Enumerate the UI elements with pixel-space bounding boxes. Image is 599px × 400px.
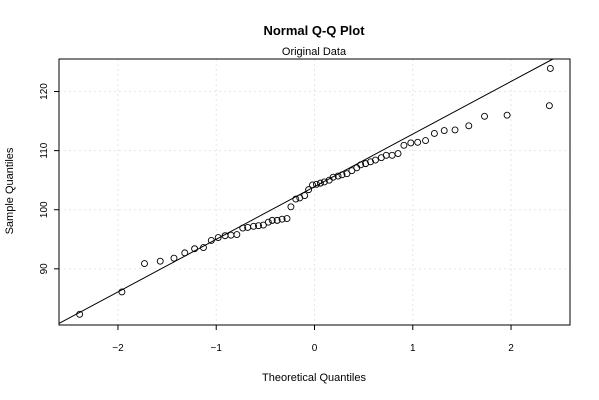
data-point xyxy=(264,218,272,226)
data-point xyxy=(367,158,374,166)
data-point xyxy=(292,195,300,203)
data-point xyxy=(76,310,84,318)
data-point xyxy=(414,138,422,146)
x-tick-label: 0 xyxy=(312,343,318,354)
data-point xyxy=(207,237,215,244)
x-tick-label: −2 xyxy=(112,343,124,354)
x-tick-label: 2 xyxy=(508,343,514,354)
data-point xyxy=(338,171,346,179)
chart-subtitle: Original Data xyxy=(282,46,347,58)
data-point xyxy=(481,112,488,120)
data-point xyxy=(273,216,281,224)
data-point xyxy=(191,245,199,253)
data-point xyxy=(357,161,365,169)
data-point xyxy=(118,288,126,296)
data-point xyxy=(334,172,342,180)
data-point xyxy=(200,244,207,252)
data-point xyxy=(156,257,164,265)
data-point xyxy=(320,178,328,186)
data-point xyxy=(440,127,448,134)
data-point xyxy=(283,215,291,223)
points-group xyxy=(76,65,554,318)
data-point xyxy=(305,186,313,194)
data-point xyxy=(259,221,267,229)
data-point xyxy=(400,141,408,149)
data-point xyxy=(545,102,553,110)
x-axis-label: Theoretical Quantiles xyxy=(262,372,366,384)
x-tick-label: 1 xyxy=(410,343,416,354)
data-point xyxy=(407,139,415,147)
data-point xyxy=(362,160,370,168)
data-point xyxy=(309,181,316,189)
data-point xyxy=(301,192,309,199)
data-point xyxy=(313,180,320,188)
data-point xyxy=(214,234,222,241)
data-point xyxy=(430,130,438,137)
data-point xyxy=(343,170,351,178)
data-point xyxy=(329,173,337,181)
y-tick-label: 90 xyxy=(39,263,50,275)
data-point xyxy=(503,111,511,119)
y-axis-label: Sample Quantiles xyxy=(4,147,16,234)
data-point xyxy=(287,203,295,211)
data-point xyxy=(422,137,429,145)
chart-title: Normal Q-Q Plot xyxy=(263,23,365,38)
y-axis: 90 100 110 120 xyxy=(39,83,59,275)
data-point xyxy=(181,249,189,257)
data-point xyxy=(170,254,178,262)
data-point xyxy=(316,179,324,187)
data-point xyxy=(278,215,286,223)
y-tick-label: 120 xyxy=(39,83,50,100)
data-point xyxy=(255,222,262,230)
data-point xyxy=(141,260,148,267)
data-point xyxy=(268,216,276,224)
y-tick-label: 110 xyxy=(39,142,50,158)
data-point xyxy=(233,231,241,239)
data-point xyxy=(239,224,247,232)
data-point xyxy=(348,167,356,175)
grid xyxy=(59,59,570,325)
data-point xyxy=(250,222,258,230)
x-axis: −2 −1 0 1 2 xyxy=(112,325,514,354)
data-point xyxy=(546,65,554,72)
data-point xyxy=(371,156,379,164)
data-point xyxy=(465,122,473,130)
data-point xyxy=(394,150,402,158)
y-tick-label: 100 xyxy=(39,201,50,218)
x-tick-label: −1 xyxy=(211,343,223,354)
data-point xyxy=(451,126,459,134)
